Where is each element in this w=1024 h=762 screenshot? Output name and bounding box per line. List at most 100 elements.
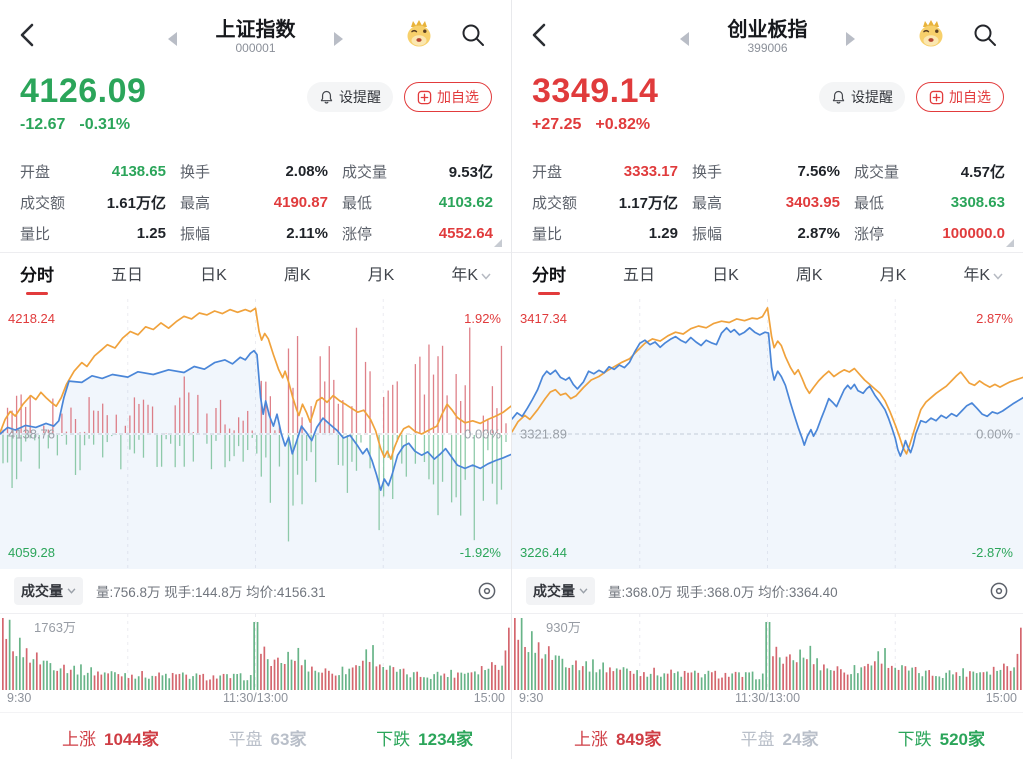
volume-max-label: 1763万 [34, 620, 76, 635]
stats-expander-icon[interactable] [1006, 239, 1014, 247]
chevron-down-icon [481, 273, 491, 280]
change-value: +27.25 [532, 116, 582, 133]
volume-metrics: 量:368.0万 现手:368.0万 均价:3364.40 [608, 585, 838, 600]
tab-monthly-k[interactable]: 月K [879, 267, 907, 284]
prev-index-icon[interactable] [168, 32, 177, 46]
stats-grid: 开盘 4138.65 成交额 1.61万亿 量比 1.25 换手 2.08% 最高 419… [0, 152, 511, 253]
add-watchlist-icon [929, 90, 944, 104]
intraday-chart[interactable]: 4218.24 1.92% 4138.76 0.00% 4059.28 -1.9… [0, 299, 511, 569]
panel-shanghai-index: 上证指数 000001 4126.09 -12.67 -0.31% 设提醒 加自选 [0, 0, 511, 759]
tab-weekly-k[interactable]: 周K [795, 267, 823, 284]
settings-icon[interactable] [476, 580, 498, 602]
tab-minute[interactable]: 分时 [532, 253, 566, 299]
stat-turnover: 换手 2.08% [180, 163, 328, 181]
set-alert-button[interactable]: 设提醒 [819, 82, 905, 112]
stat-volume-ratio: 量比 1.29 [532, 225, 678, 243]
next-index-icon[interactable] [846, 32, 855, 46]
volume-indicator-selector[interactable]: 成交量 [526, 577, 595, 605]
stat-high: 最高 3403.95 [692, 194, 840, 212]
back-icon [20, 23, 34, 47]
change-value: -12.67 [20, 116, 66, 133]
chart-low-label: 3226.44 [520, 545, 567, 560]
settings-icon[interactable] [988, 580, 1010, 602]
page-title: 创业板指 [727, 19, 808, 41]
price-change-row: -12.67 -0.31% [20, 116, 144, 134]
index-code: 000001 [235, 41, 276, 55]
back-icon [532, 23, 546, 47]
add-watchlist-button[interactable]: 加自选 [916, 82, 1004, 112]
current-price: 3349.14 [532, 72, 659, 110]
header: 创业板指 399006 [512, 0, 1023, 70]
chevron-down-icon [67, 588, 76, 594]
advancers-stat[interactable]: 上涨 1044家 [62, 730, 159, 749]
set-alert-label: 设提醒 [339, 89, 381, 105]
set-alert-button[interactable]: 设提醒 [307, 82, 393, 112]
change-pct: +0.82% [595, 116, 651, 133]
stat-amplitude: 振幅 2.87% [692, 225, 840, 243]
volume-chart-canvas [2, 614, 510, 690]
intraday-chart-canvas [512, 299, 1023, 569]
tab-daily-k[interactable]: 日K [712, 267, 739, 284]
tab-minute[interactable]: 分时 [20, 253, 54, 299]
market-breadth: 上涨 849家 平盘 24家 下跌 520家 [512, 713, 1023, 762]
bell-icon [832, 90, 845, 104]
back-button[interactable] [526, 20, 556, 50]
market-breadth: 上涨 1044家 平盘 63家 下跌 1234家 [0, 713, 511, 762]
chevron-down-icon [579, 588, 588, 594]
stat-limit-up: 涨停 4552.64 [342, 225, 493, 243]
volume-header: 成交量 量:756.8万 现手:144.8万 均价:4156.31 [0, 569, 511, 614]
tab-daily-k[interactable]: 日K [200, 267, 227, 284]
tab-yearly-k[interactable]: 年K [963, 253, 1003, 299]
stat-amount: 成交额 1.61万亿 [20, 195, 166, 212]
add-watchlist-button[interactable]: 加自选 [404, 82, 492, 112]
unchanged-stat[interactable]: 平盘 24家 [740, 730, 819, 749]
price-change-row: +27.25 +0.82% [532, 116, 664, 134]
decliners-stat[interactable]: 下跌 1234家 [376, 730, 473, 749]
back-button[interactable] [14, 20, 44, 50]
chart-high-pct: 2.87% [976, 311, 1013, 326]
time-axis: 9:30 11:30/13:00 15:00 [512, 690, 1023, 713]
decliners-stat[interactable]: 下跌 520家 [897, 730, 985, 749]
volume-chart[interactable]: 1763万 [0, 614, 511, 690]
tab-monthly-k[interactable]: 月K [367, 267, 395, 284]
tab-yearly-k[interactable]: 年K [451, 253, 491, 299]
chart-high-pct: 1.92% [464, 311, 501, 326]
stat-volume: 成交量 4.57亿 [854, 164, 1005, 181]
next-index-icon[interactable] [334, 32, 343, 46]
volume-chart[interactable]: 930万 [512, 614, 1023, 690]
add-watchlist-label: 加自选 [437, 89, 479, 105]
add-watchlist-icon [417, 90, 432, 104]
set-alert-label: 设提醒 [851, 89, 893, 105]
unchanged-stat[interactable]: 平盘 63家 [228, 730, 307, 749]
bull-mascot-icon[interactable] [402, 17, 436, 49]
header: 上证指数 000001 [0, 0, 511, 70]
stats-expander-icon[interactable] [494, 239, 502, 247]
index-code: 399006 [747, 41, 788, 55]
chart-high-label: 3417.34 [520, 311, 567, 326]
volume-indicator-selector[interactable]: 成交量 [14, 577, 83, 605]
stat-volume-ratio: 量比 1.25 [20, 225, 166, 243]
stat-high: 最高 4190.87 [180, 194, 328, 212]
period-tabs: 分时 五日 日K 周K 月K 年K [512, 253, 1023, 299]
panel-chinext-index: 创业板指 399006 3349.14 +27.25 +0.82% 设提醒 加自选 [512, 0, 1023, 759]
intraday-chart[interactable]: 3417.34 2.87% 3321.89 0.00% 3226.44 -2.8… [512, 299, 1023, 569]
search-icon[interactable] [971, 21, 999, 49]
stat-low: 最低 3308.63 [854, 194, 1005, 212]
change-pct: -0.31% [79, 116, 131, 133]
volume-header: 成交量 量:368.0万 现手:368.0万 均价:3364.40 [512, 569, 1023, 614]
page-title: 上证指数 [215, 19, 296, 41]
stat-turnover: 换手 7.56% [692, 163, 840, 181]
bull-mascot-icon[interactable] [914, 17, 948, 49]
tab-5day[interactable]: 五日 [111, 267, 144, 284]
volume-metrics: 量:756.8万 现手:144.8万 均价:4156.31 [96, 585, 326, 600]
stat-amplitude: 振幅 2.11% [180, 225, 328, 243]
tab-weekly-k[interactable]: 周K [283, 267, 311, 284]
advancers-stat[interactable]: 上涨 849家 [574, 730, 662, 749]
search-icon[interactable] [459, 21, 487, 49]
volume-chart-canvas [514, 614, 1022, 690]
tab-5day[interactable]: 五日 [623, 267, 656, 284]
prev-index-icon[interactable] [680, 32, 689, 46]
axis-open-time: 9:30 [519, 691, 544, 705]
axis-close-time: 15:00 [473, 691, 505, 705]
